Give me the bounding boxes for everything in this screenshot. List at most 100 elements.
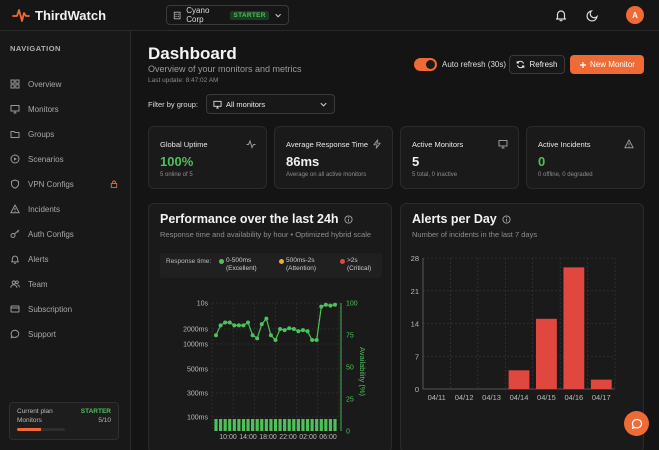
availability-bar <box>328 419 333 431</box>
availability-bar <box>246 419 250 431</box>
response-time-point <box>268 333 273 338</box>
response-time-point <box>333 302 337 307</box>
response-time-point <box>287 326 292 331</box>
response-time-point <box>278 327 283 331</box>
monitor-icon <box>213 100 222 109</box>
bar-04-15 <box>536 318 557 389</box>
sidebar-item-label: Scenarios <box>28 154 64 164</box>
org-switcher[interactable]: Cyano Corp STARTER <box>166 5 289 25</box>
plan-usage: 5/10 <box>98 417 111 424</box>
group-filter-select[interactable]: All monitors <box>206 94 335 114</box>
app-name: ThirdWatch <box>35 7 107 23</box>
sidebar-item-auth-configs[interactable]: Auth Configs <box>10 227 122 241</box>
sidebar-item-label: Overview <box>28 79 62 89</box>
x-tick-label: 06:00 <box>319 434 337 441</box>
availability-bar <box>237 419 241 431</box>
auto-refresh: Auto refresh (30s) <box>414 58 506 71</box>
availability-bar <box>255 419 259 431</box>
response-time-point <box>323 302 328 307</box>
performance-chart: 10s 2000ms 1000ms 500ms 300ms 100ms 100 75 50 25 0… <box>183 301 367 442</box>
info-icon[interactable] <box>343 214 353 224</box>
sidebar-item-team[interactable]: Team <box>10 277 122 291</box>
response-time-point <box>223 320 228 325</box>
y-tick-label: 14 <box>411 320 419 329</box>
card-title: Active Incidents <box>538 140 591 149</box>
alerts-title: Alerts per Day <box>412 212 497 226</box>
chevron-down-icon <box>275 13 281 17</box>
availability-bar <box>218 419 223 431</box>
sidebar-item-label: Groups <box>28 129 55 139</box>
card-title: Global Uptime <box>160 140 208 149</box>
availability-bar <box>324 419 328 431</box>
users-icon <box>10 280 20 288</box>
sidebar-item-scenarios[interactable]: Scenarios <box>10 152 122 166</box>
x-tick-label: 04/15 <box>537 393 556 402</box>
new-monitor-button[interactable]: New Monitor <box>570 55 644 74</box>
card-title: Active Monitors <box>412 140 464 149</box>
availability-bar <box>319 419 323 431</box>
response-time-point <box>227 320 232 325</box>
card-value: 100% <box>160 154 194 169</box>
page-subtitle: Overview of your monitors and metrics <box>148 64 302 74</box>
y-left-tick-label: 100ms <box>187 415 209 422</box>
response-time-point <box>310 338 315 343</box>
plan-name: STARTER <box>80 408 111 415</box>
chat-icon <box>631 418 642 429</box>
moon-icon[interactable] <box>586 8 600 22</box>
sidebar-item-subscription[interactable]: Subscription <box>10 302 122 316</box>
bell-icon <box>11 255 19 264</box>
sidebar-item-incidents[interactable]: Incidents <box>10 202 122 216</box>
top-bar: ThirdWatch Cyano Corp STARTER A <box>0 0 659 31</box>
performance-title: Performance over the last 24h <box>160 212 339 226</box>
card-sub: Average on all active monitors <box>286 172 367 178</box>
sidebar-item-alerts[interactable]: Alerts <box>10 252 122 266</box>
y-tick-label: 28 <box>411 254 419 263</box>
card-average-response-time: Average Response Time 86ms Average on al… <box>274 126 393 189</box>
legend-title: Response time: <box>166 258 212 265</box>
card-value: 0 <box>538 154 546 169</box>
x-tick-label: 22:00 <box>279 434 297 441</box>
logo[interactable]: ThirdWatch <box>12 7 106 23</box>
new-monitor-label: New Monitor <box>590 60 635 69</box>
chat-support-button[interactable] <box>624 411 649 436</box>
response-time-point <box>218 323 223 328</box>
monitor-icon <box>498 140 508 149</box>
availability-bar <box>278 419 282 431</box>
sidebar-item-label: Monitors <box>28 104 59 114</box>
auto-refresh-toggle[interactable] <box>414 58 437 71</box>
avatar[interactable]: A <box>626 6 644 24</box>
info-icon[interactable] <box>502 214 511 224</box>
sidebar-item-monitors[interactable]: Monitors <box>10 102 122 116</box>
x-tick-label: 14:00 <box>239 434 257 441</box>
response-time-point <box>282 328 287 333</box>
x-tick-label: 04/11 <box>428 393 446 402</box>
availability-bar <box>283 419 287 431</box>
availability-bar <box>310 419 314 431</box>
sidebar-item-vpn-configs[interactable]: VPN Configs <box>10 177 122 191</box>
warning-icon <box>10 204 20 214</box>
main-content: Dashboard Overview of your monitors and … <box>131 31 659 450</box>
x-tick-label: 04/17 <box>592 393 611 402</box>
legend-item-critical: >2s (Critical) <box>340 257 381 273</box>
sidebar-item-support[interactable]: Support <box>10 327 122 341</box>
availability-bar <box>333 419 337 431</box>
sidebar-item-label: Incidents <box>28 204 61 214</box>
bell-icon[interactable] <box>554 8 568 22</box>
response-time-line <box>215 304 336 342</box>
response-time-point <box>255 336 260 341</box>
bar-04-17 <box>590 379 612 389</box>
alerts-panel: Alerts per Day Number of incidents in th… <box>400 203 644 450</box>
alerts-chart: 0 7 14 21 28 04/11 04/12 04/13 04/14 04/15 04/16 04… <box>411 254 616 402</box>
performance-panel: Performance over the last 24h Response t… <box>148 203 392 450</box>
lock-icon <box>110 180 118 188</box>
building-icon <box>173 11 181 19</box>
refresh-button[interactable]: Refresh <box>509 55 565 74</box>
sidebar-item-groups[interactable]: Groups <box>10 127 122 141</box>
sidebar-item-overview[interactable]: Overview <box>10 77 122 91</box>
response-time-point <box>246 320 251 325</box>
y-left-tick-label: 1000ms <box>183 342 208 349</box>
card-sub: 5 online of 5 <box>160 172 193 178</box>
card-active-monitors: Active Monitors 5 5 total, 0 inactive <box>400 126 519 189</box>
warning-icon <box>624 139 634 149</box>
availability-bar <box>296 419 300 431</box>
